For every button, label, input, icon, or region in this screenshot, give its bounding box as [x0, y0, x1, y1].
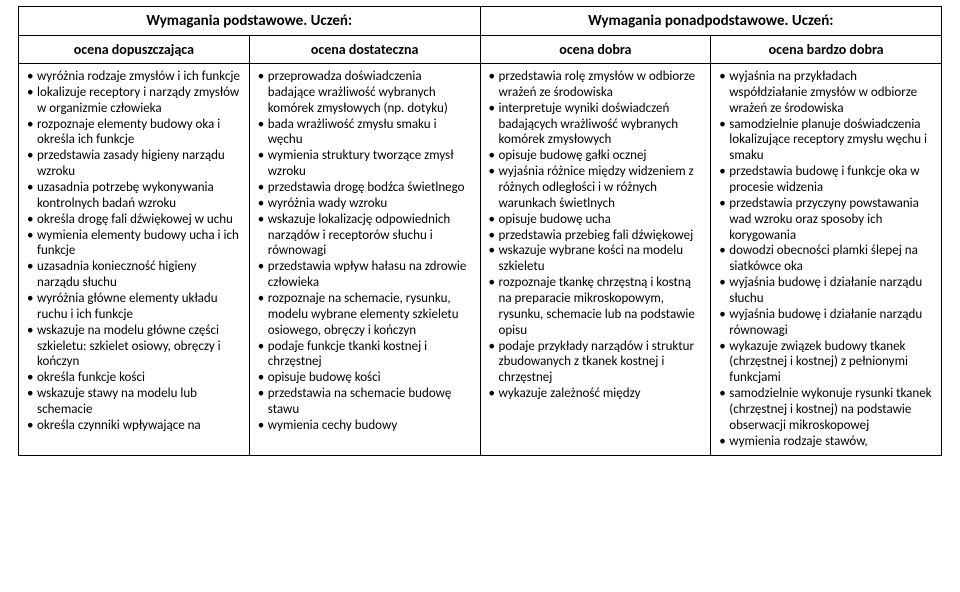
list-col2: przeprowadza doświadczenia badające wraż… [258, 69, 472, 434]
list-item: rozpoznaje na schemacie, rysunku, modelu… [258, 291, 472, 339]
list-item: przedstawia drogę bodźca świetlnego [258, 180, 472, 196]
list-item: przedstawia przebieg fali dźwiękowej [489, 228, 703, 244]
list-item: określa czynniki wpływające na [27, 418, 241, 434]
col-header-1: ocena dopuszczająca [19, 36, 250, 64]
list-item: wyjaśnia różnice między widzeniem z różn… [489, 164, 703, 212]
list-item: uzasadnia potrzebę wykonywania kontrolny… [27, 180, 241, 212]
list-item: wymienia cechy budowy [258, 418, 472, 434]
list-item: wyjaśnia budowę i działanie narządu słuc… [719, 275, 933, 307]
list-item: podaje funkcje tkanki kostnej i chrzęstn… [258, 339, 472, 371]
list-item: przedstawia budowę i funkcje oka w proce… [719, 164, 933, 196]
list-item: przeprowadza doświadczenia badające wraż… [258, 69, 472, 117]
col-header-3: ocena dobra [480, 36, 711, 64]
cell-col4: wyjaśnia na przykładach współdziałanie z… [711, 64, 942, 456]
list-item: wymienia elementy budowy ucha i ich funk… [27, 228, 241, 260]
list-item: przedstawia wpływ hałasu na zdrowie czło… [258, 259, 472, 291]
col-header-2: ocena dostateczna [249, 36, 480, 64]
list-item: wyróżnia wady wzroku [258, 196, 472, 212]
list-item: wykazuje związek budowy tkanek (chrzęstn… [719, 339, 933, 387]
list-item: opisuje budowę gałki ocznej [489, 148, 703, 164]
list-item: uzasadnia konieczność higieny narządu sł… [27, 259, 241, 291]
list-item: przedstawia rolę zmysłów w odbiorze wraż… [489, 69, 703, 101]
list-item: przedstawia na schemacie budowę stawu [258, 386, 472, 418]
list-item: samodzielnie wykonuje rysunki tkanek (ch… [719, 386, 933, 434]
list-item: określa drogę fali dźwiękowej w uchu [27, 212, 241, 228]
list-item: wyróżnia główne elementy układu ruchu i … [27, 291, 241, 323]
list-item: rozpoznaje elementy budowy oka i określa… [27, 117, 241, 149]
list-item: interpretuje wyniki doświadczeń badający… [489, 101, 703, 149]
list-item: wskazuje na modelu główne części szkiele… [27, 323, 241, 371]
list-item: samodzielnie planuje doświadczenia lokal… [719, 117, 933, 165]
col-header-4: ocena bardzo dobra [711, 36, 942, 64]
list-col4: wyjaśnia na przykładach współdziałanie z… [719, 69, 933, 450]
list-item: określa funkcje kości [27, 370, 241, 386]
list-item: przedstawia zasady higieny narządu wzrok… [27, 148, 241, 180]
list-item: podaje przykłady narządów i struktur zbu… [489, 339, 703, 387]
list-item: bada wrażliwość zmysłu smaku i węchu [258, 117, 472, 149]
list-col3: przedstawia rolę zmysłów w odbiorze wraż… [489, 69, 703, 402]
list-item: wyjaśnia budowę i działanie narządu równ… [719, 307, 933, 339]
list-item: wyróżnia rodzaje zmysłów i ich funkcje [27, 69, 241, 85]
list-item: wyjaśnia na przykładach współdziałanie z… [719, 69, 933, 117]
list-item: wskazuje stawy na modelu lub schemacie [27, 386, 241, 418]
cell-col3: przedstawia rolę zmysłów w odbiorze wraż… [480, 64, 711, 456]
requirements-table: Wymagania podstawowe. Uczeń: Wymagania p… [18, 6, 942, 456]
list-item: przedstawia przyczyny powstawania wad wz… [719, 196, 933, 244]
list-col1: wyróżnia rodzaje zmysłów i ich funkcjelo… [27, 69, 241, 434]
list-item: wskazuje wybrane kości na modelu szkiele… [489, 243, 703, 275]
header-extended: Wymagania ponadpodstawowe. Uczeń: [480, 7, 942, 36]
list-item: opisuje budowę kości [258, 370, 472, 386]
list-item: dowodzi obecności plamki ślepej na siatk… [719, 243, 933, 275]
list-item: wykazuje zależność między [489, 386, 703, 402]
cell-col1: wyróżnia rodzaje zmysłów i ich funkcjelo… [19, 64, 250, 456]
list-item: wymienia struktury tworzące zmysł wzroku [258, 148, 472, 180]
list-item: opisuje budowę ucha [489, 212, 703, 228]
list-item: lokalizuje receptory i narządy zmysłów w… [27, 85, 241, 117]
list-item: wskazuje lokalizację odpowiednich narząd… [258, 212, 472, 260]
list-item: rozpoznaje tkankę chrzęstną i kostną na … [489, 275, 703, 338]
cell-col2: przeprowadza doświadczenia badające wraż… [249, 64, 480, 456]
list-item: wymienia rodzaje stawów, [719, 434, 933, 450]
header-basic: Wymagania podstawowe. Uczeń: [19, 7, 481, 36]
